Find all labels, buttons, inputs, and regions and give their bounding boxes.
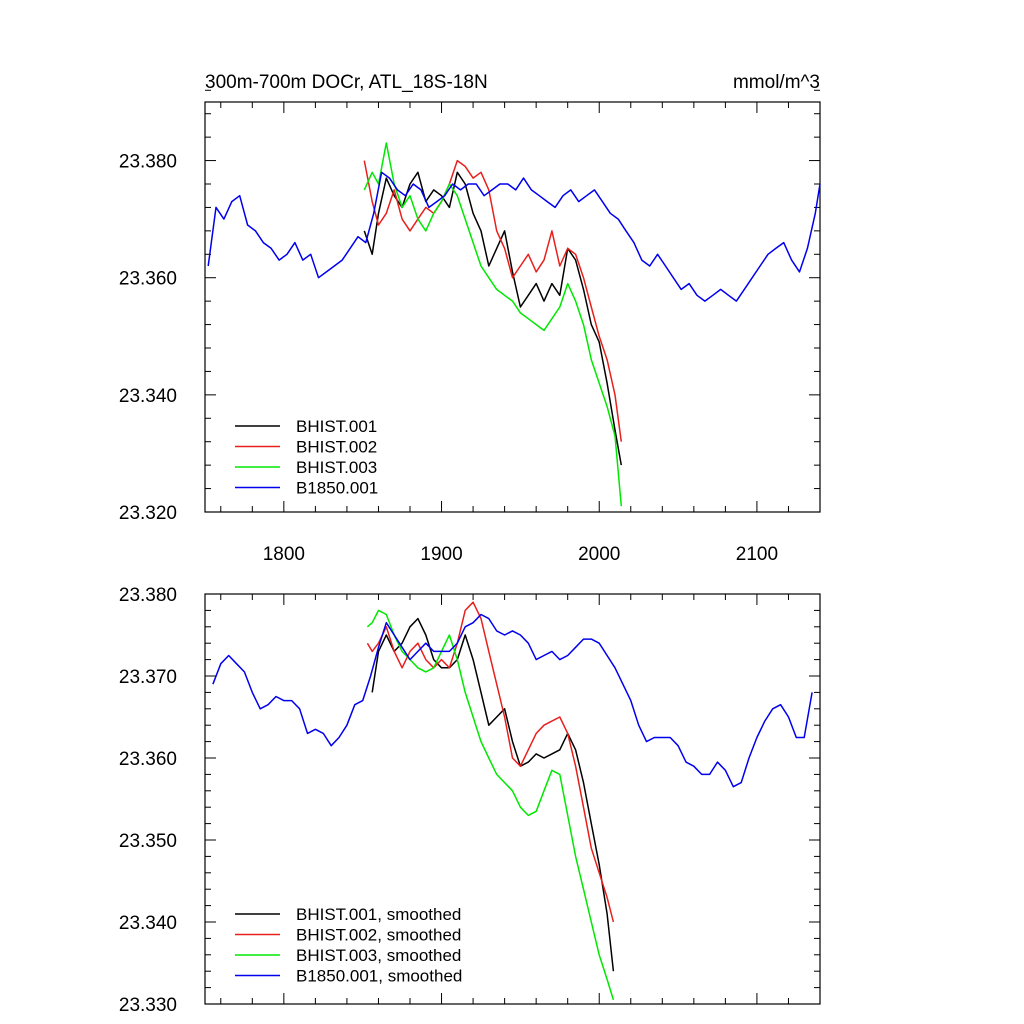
series-line bbox=[207, 171, 821, 302]
x-tick-label: 1800 bbox=[263, 544, 305, 565]
legend-label: BHIST.003 bbox=[296, 458, 377, 477]
y-tick-label: 23.320 bbox=[119, 503, 177, 524]
bottom-panel: 23.330 23.340 23.350 23.360 23.370 23.380 BHIS… bbox=[119, 585, 821, 1016]
x-tick-label: 1900 bbox=[420, 544, 462, 565]
y-tick-label: 23.360 bbox=[119, 749, 177, 770]
series-line bbox=[371, 617, 615, 972]
x-tick-label: 2100 bbox=[736, 544, 778, 565]
series-line bbox=[366, 601, 615, 923]
legend-label: BHIST.001, smoothed bbox=[296, 905, 461, 924]
y-tick-label: 23.330 bbox=[119, 995, 177, 1016]
series-line bbox=[212, 613, 813, 788]
chart-title: 300m-700m DOCr, ATL_18S-18N bbox=[205, 72, 488, 93]
y-tick-label: 23.370 bbox=[119, 667, 177, 688]
y-tick-label: 23.360 bbox=[119, 269, 177, 290]
y-tick-label: 23.350 bbox=[119, 831, 177, 852]
units-label: mmol/m^3 bbox=[733, 72, 820, 93]
legend-label: BHIST.003, smoothed bbox=[296, 946, 461, 965]
y-tick-label: 23.380 bbox=[119, 585, 177, 606]
y-tick-label: 23.340 bbox=[119, 913, 177, 934]
series-line bbox=[366, 609, 615, 1001]
legend-label: BHIST.002, smoothed bbox=[296, 926, 461, 945]
legend-label: BHIST.002 bbox=[296, 438, 377, 457]
plot-frame bbox=[204, 101, 821, 513]
legend-label: B1850.001, smoothed bbox=[296, 967, 462, 986]
legend-label: BHIST.001 bbox=[296, 417, 377, 436]
legend-label: B1850.001 bbox=[296, 479, 378, 498]
series-line bbox=[363, 159, 623, 442]
top-panel: 300m-700m DOCr, ATL_18S-18N mmol/m^3 180… bbox=[119, 72, 821, 565]
series-line bbox=[363, 142, 623, 507]
x-tick-label: 2000 bbox=[578, 544, 620, 565]
plot-frame bbox=[204, 593, 821, 1005]
y-tick-label: 23.380 bbox=[119, 152, 177, 173]
y-tick-label: 23.340 bbox=[119, 386, 177, 407]
series-line bbox=[363, 171, 623, 466]
